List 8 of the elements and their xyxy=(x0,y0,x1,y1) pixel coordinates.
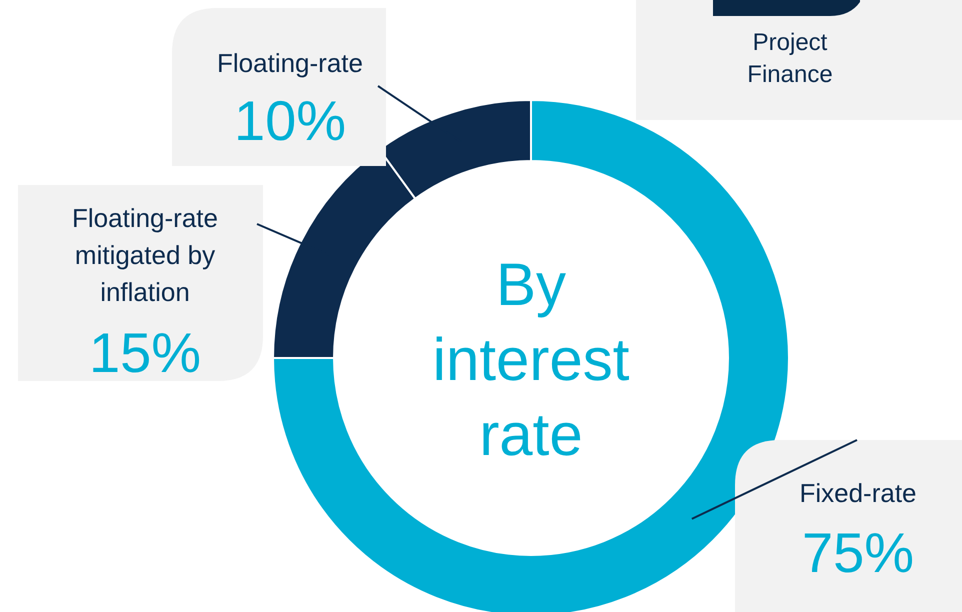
data-label: 10% xyxy=(234,89,346,152)
data-label: 15% xyxy=(88,321,202,384)
text: Project Finance xyxy=(747,29,833,88)
slice-label: Floating-rate xyxy=(217,48,363,78)
text: By interest rate xyxy=(432,251,630,468)
slice-label: Fixed-rate xyxy=(799,478,917,508)
legend-label: Floating-rate mitigated by inflation xyxy=(72,203,218,307)
data-label: 75% xyxy=(802,521,914,584)
